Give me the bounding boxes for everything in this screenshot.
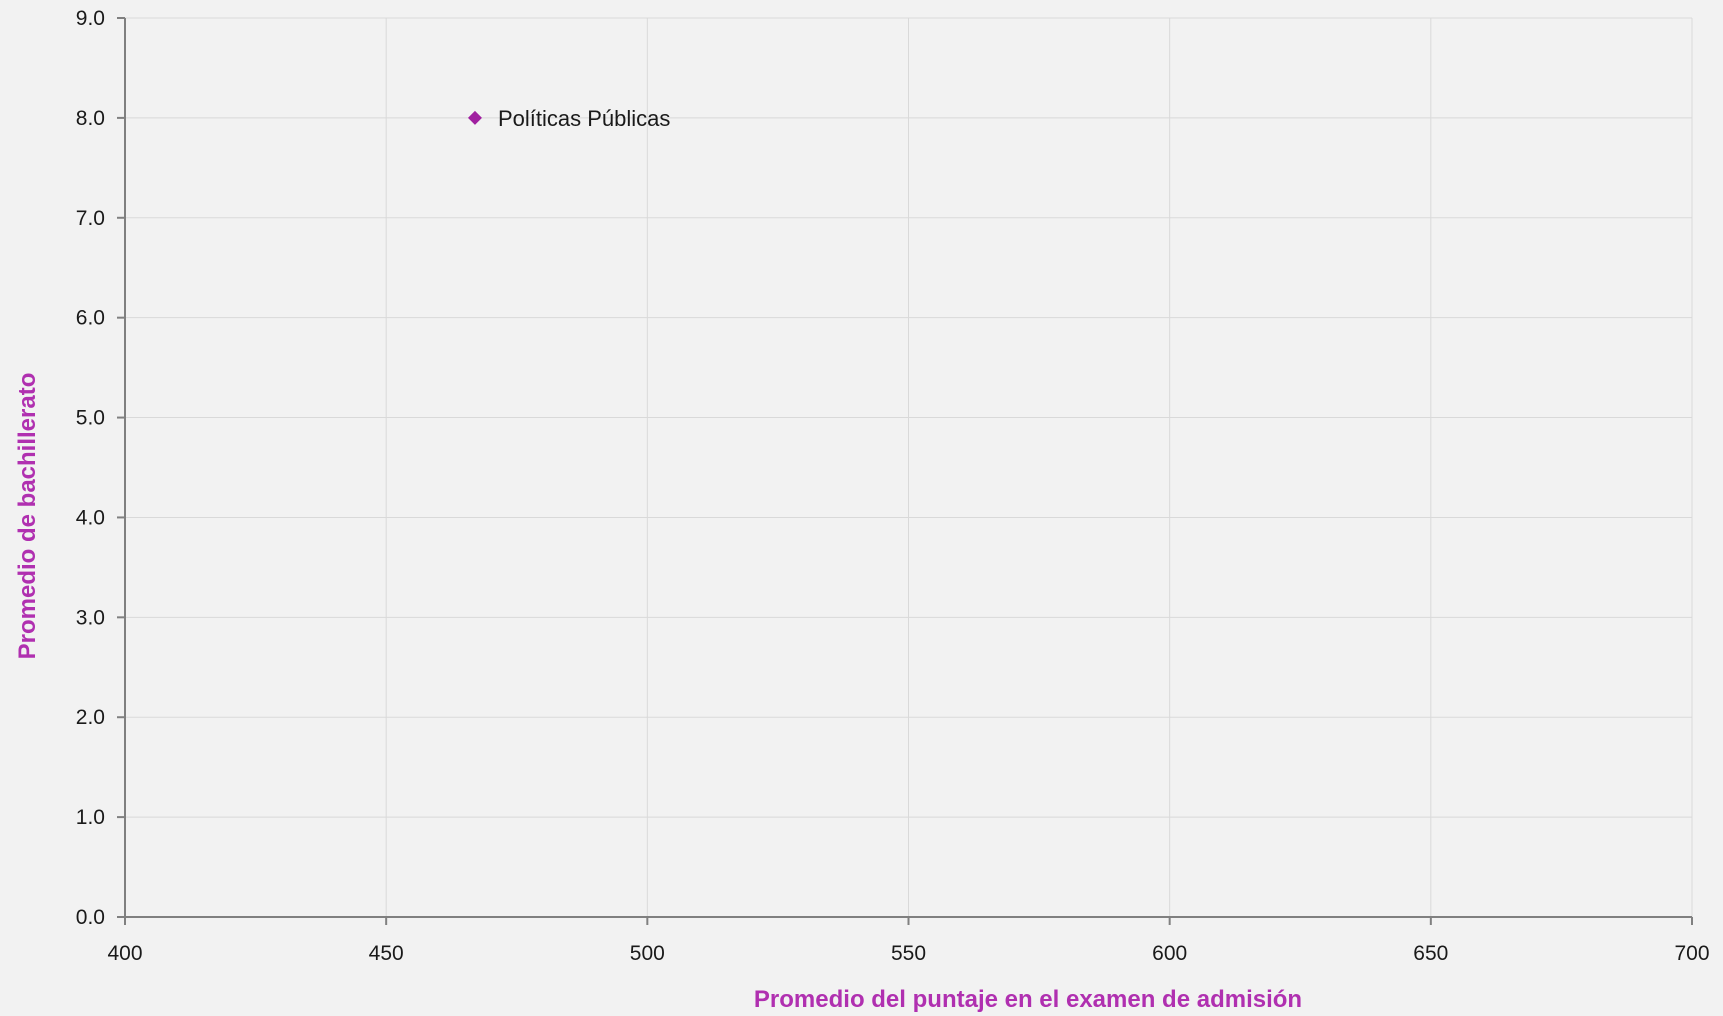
y-tick-label: 8.0	[76, 107, 105, 130]
x-tick-label: 550	[891, 942, 926, 965]
x-axis-title: Promedio del puntaje en el examen de adm…	[754, 986, 1302, 1013]
y-tick-label: 7.0	[76, 207, 105, 230]
y-tick-label: 3.0	[76, 606, 105, 629]
y-tick-label: 6.0	[76, 307, 105, 330]
data-points: Políticas Públicas	[467, 106, 670, 131]
x-tick-label: 700	[1674, 942, 1709, 965]
grid-lines	[125, 17, 1693, 917]
y-axis-title: Promedio de bachillerato	[14, 373, 41, 660]
y-axis-ticks: 0.0 1.0 2.0 3.0 4.0 5.0 6.0 7.0 8.0 9.0	[76, 7, 125, 929]
x-tick-label: 500	[630, 942, 665, 965]
y-tick-label: 4.0	[76, 506, 105, 529]
x-axis-ticks: 400 450 500 550 600 650 700	[107, 917, 1710, 965]
y-tick-label: 1.0	[76, 806, 105, 829]
x-tick-label: 600	[1152, 942, 1187, 965]
data-point-marker	[467, 110, 482, 125]
data-point-label: Políticas Públicas	[498, 106, 670, 131]
y-tick-label: 2.0	[76, 706, 105, 729]
x-tick-label: 400	[107, 942, 142, 965]
y-tick-label: 9.0	[76, 7, 105, 30]
x-tick-label: 450	[369, 942, 404, 965]
y-tick-label: 0.0	[76, 906, 105, 929]
y-tick-label: 5.0	[76, 407, 105, 430]
x-tick-label: 650	[1413, 942, 1448, 965]
